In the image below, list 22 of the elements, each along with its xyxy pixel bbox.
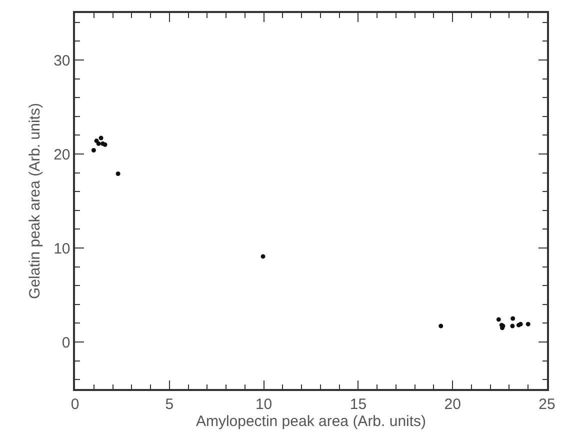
point: [98, 136, 104, 140]
y-tick-label: 0: [62, 334, 70, 352]
y-tick-label: 20: [54, 146, 70, 164]
point: [526, 322, 530, 326]
y-tick-label: 30: [54, 52, 70, 70]
point: [496, 317, 501, 322]
x-tick-label: 10: [255, 396, 272, 413]
point: [438, 324, 444, 328]
x-tick-label: 25: [538, 396, 556, 413]
x-tick-label: 15: [350, 396, 367, 413]
point: [91, 148, 96, 152]
x-axis-title: Amylopectin peak area (Arb. units): [196, 412, 426, 430]
point: [102, 142, 108, 147]
y-tick-label: 10: [54, 240, 70, 258]
point: [116, 171, 120, 176]
point: [510, 316, 516, 321]
x-tick-label: 5: [165, 396, 174, 413]
point: [260, 254, 266, 259]
y-axis-title: Gelatin peak area (Arb. units): [26, 103, 44, 299]
point: [96, 141, 101, 146]
x-tick-label: 20: [444, 396, 461, 413]
point: [510, 324, 515, 328]
